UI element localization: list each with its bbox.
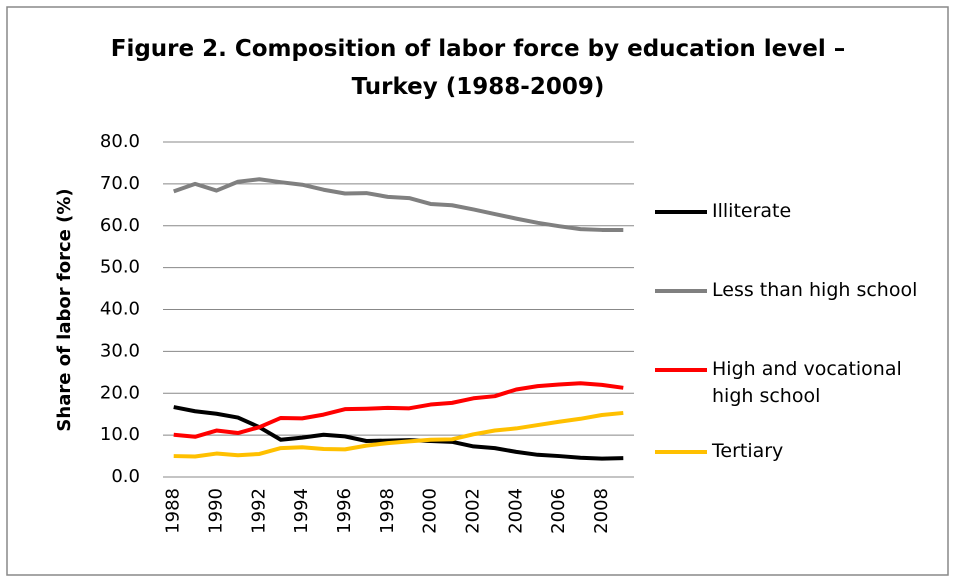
- legend-label: Illiterate: [712, 200, 792, 222]
- series-line: [173, 410, 624, 459]
- series-line: [173, 177, 624, 232]
- legend-label: High and vocational high school: [712, 358, 902, 407]
- y-tick-label: 0.0: [111, 466, 140, 487]
- x-tick-label: 1988: [163, 488, 184, 534]
- legend-label: Less than high school: [712, 279, 918, 301]
- chart-border: [6, 6, 949, 576]
- x-tick-label: 1994: [291, 488, 312, 534]
- x-tick-label: 1992: [248, 488, 269, 534]
- y-tick-label: 20.0: [100, 382, 140, 403]
- y-tick-label: 30.0: [100, 340, 140, 361]
- x-tick-label: 2008: [591, 488, 612, 534]
- y-tick-label: 60.0: [100, 215, 140, 236]
- x-tick-label: 1998: [377, 488, 398, 534]
- y-tick-label: 70.0: [100, 173, 140, 194]
- y-tick-label: 10.0: [100, 424, 140, 445]
- y-axis-label: Share of labor force (%): [54, 188, 75, 431]
- chart-title: Figure 2. Composition of labor force by …: [110, 36, 846, 100]
- y-tick-label: 50.0: [100, 257, 140, 278]
- x-tick-label: 1990: [206, 488, 227, 534]
- x-tick-label: 2002: [462, 488, 483, 534]
- legend-label: Tertiary: [712, 440, 784, 462]
- series-line: [173, 381, 624, 439]
- x-tick-label: 2006: [548, 488, 569, 534]
- y-tick-label: 80.0: [100, 131, 140, 152]
- x-tick-label: 2000: [420, 488, 441, 534]
- x-tick-label: 1996: [334, 488, 355, 534]
- x-tick-label: 2004: [505, 488, 526, 534]
- y-tick-label: 40.0: [100, 299, 140, 320]
